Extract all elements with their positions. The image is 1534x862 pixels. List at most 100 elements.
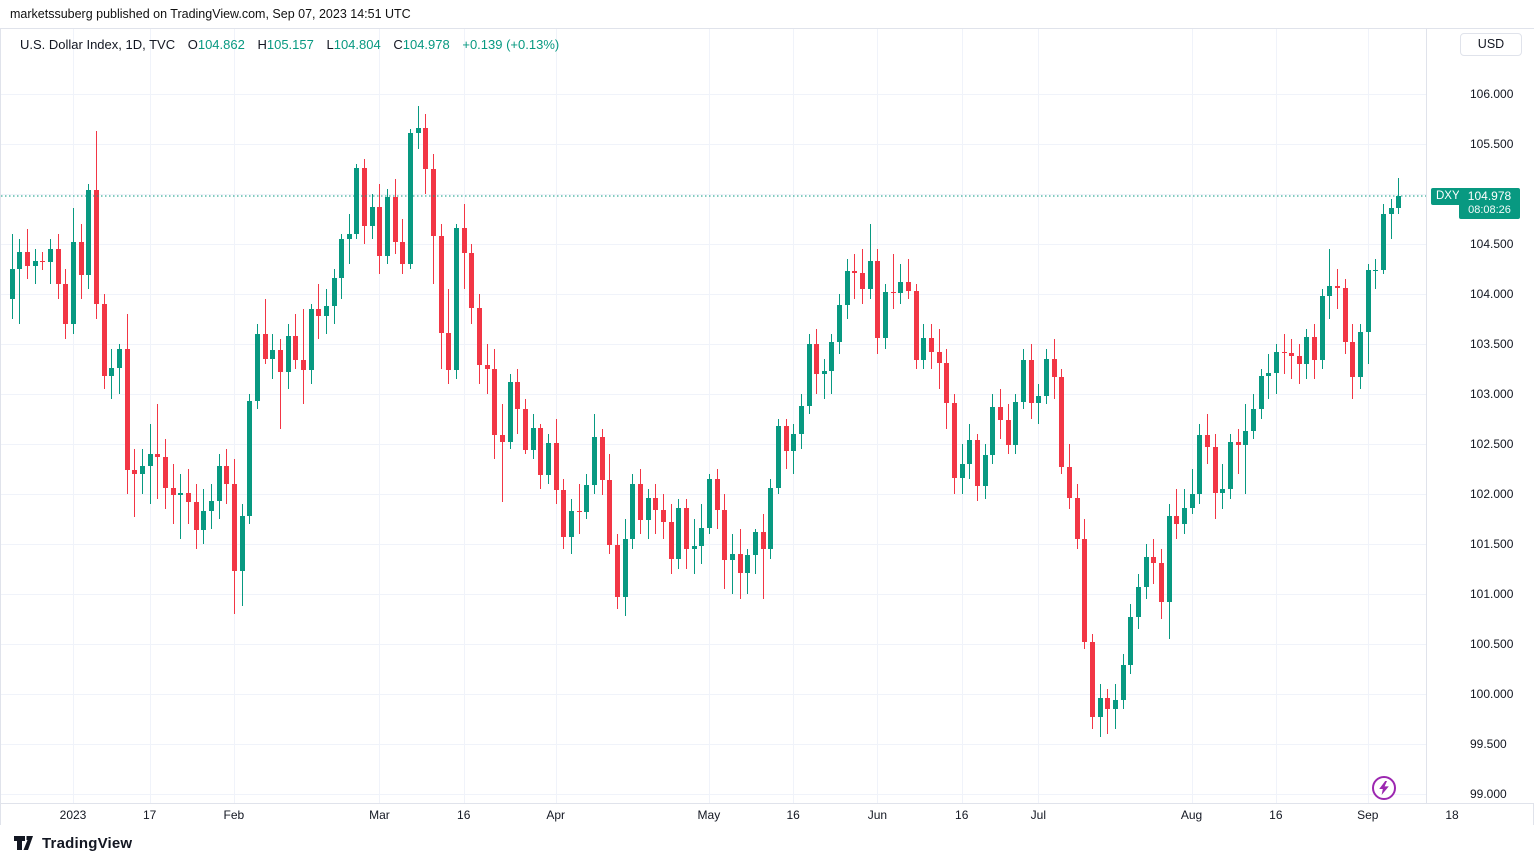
candle-body xyxy=(998,407,1003,420)
candle xyxy=(270,334,275,379)
candle xyxy=(584,474,589,519)
candle-body xyxy=(194,502,199,530)
candle xyxy=(408,129,413,269)
candle xyxy=(1098,684,1103,737)
candle-body xyxy=(1297,356,1302,364)
candle xyxy=(1389,199,1394,239)
symbol-legend[interactable]: U.S. Dollar Index, 1D, TVC O104.862 H105… xyxy=(20,37,559,52)
candle xyxy=(1082,519,1087,649)
price-axis-label: 106.000 xyxy=(1470,86,1514,101)
flash-icon-button[interactable] xyxy=(1372,776,1396,800)
candle xyxy=(454,224,459,379)
candle-body xyxy=(1121,665,1126,700)
candle-body xyxy=(201,511,206,530)
candle-body xyxy=(1282,352,1287,353)
last-price-box: 104.978 08:08:26 xyxy=(1459,187,1520,219)
candle-body xyxy=(722,510,727,560)
candle xyxy=(186,469,191,524)
candle xyxy=(1266,354,1271,399)
candle-body xyxy=(171,488,176,495)
candle xyxy=(163,439,168,509)
time-axis-label: Jul xyxy=(1030,808,1046,822)
price-axis-label: 99.000 xyxy=(1470,786,1507,801)
candle-body xyxy=(1167,516,1172,602)
candle-body xyxy=(132,470,137,474)
candle-body xyxy=(1182,508,1187,524)
candle xyxy=(791,424,796,474)
candle-body xyxy=(347,234,352,239)
candle xyxy=(1105,689,1110,734)
ticker-chip: DXY xyxy=(1431,188,1465,206)
time-axis-label: 2023 xyxy=(59,808,87,822)
candle-body xyxy=(209,501,214,511)
last-price-value: 104.978 xyxy=(1467,188,1512,203)
candle-body xyxy=(1236,442,1241,445)
candle-body xyxy=(17,252,22,269)
tradingview-brand-text[interactable]: TradingView xyxy=(42,835,133,852)
candle xyxy=(109,349,114,399)
candle-body xyxy=(63,284,68,324)
candle-body xyxy=(462,228,467,253)
tradingview-logo-icon[interactable] xyxy=(14,835,36,852)
candle xyxy=(224,449,229,504)
candle xyxy=(776,419,781,494)
candle-body xyxy=(1389,208,1394,214)
price-axis-label: 101.000 xyxy=(1470,586,1514,601)
candle xyxy=(623,519,628,616)
candle xyxy=(983,444,988,499)
candle-body xyxy=(891,292,896,293)
candle-body xyxy=(140,466,145,474)
candle xyxy=(707,474,712,534)
candle-body xyxy=(1251,409,1256,431)
candle-body xyxy=(286,336,291,372)
candle-body xyxy=(1174,516,1179,524)
candle-body xyxy=(646,498,651,520)
candle-body xyxy=(477,308,482,365)
candle-body xyxy=(607,480,612,545)
candle xyxy=(898,264,903,304)
candle-body xyxy=(109,368,114,376)
candle xyxy=(883,284,888,349)
candle xyxy=(132,449,137,517)
candlestick-chart[interactable] xyxy=(1,29,1426,803)
candle xyxy=(906,259,911,299)
candle-body xyxy=(370,207,375,226)
bar-countdown: 08:08:26 xyxy=(1468,203,1511,216)
candle-body xyxy=(1197,435,1202,494)
candle xyxy=(263,299,268,364)
candle-body xyxy=(807,344,812,406)
candle-body xyxy=(990,407,995,455)
candle xyxy=(1304,329,1309,379)
candle-body xyxy=(784,426,789,451)
change-value: +0.139 (+0.13%) xyxy=(462,37,560,52)
candle-body xyxy=(1396,196,1401,208)
candle-body xyxy=(217,466,222,501)
candle xyxy=(1282,334,1287,374)
candle xyxy=(1174,489,1179,539)
candle xyxy=(40,252,45,270)
candle-body xyxy=(339,239,344,278)
candle-body xyxy=(1136,587,1141,617)
candle-body xyxy=(983,455,988,486)
candle-body xyxy=(676,508,681,559)
candle-body xyxy=(753,532,758,555)
candle xyxy=(86,184,91,289)
price-axis[interactable]: 106.000105.500105.000104.500104.000103.5… xyxy=(1426,29,1534,803)
candle xyxy=(630,474,635,549)
candle-body xyxy=(1006,420,1011,445)
time-axis[interactable]: 2023 17 Feb Mar 16 Apr May 16 Jun 16 Jul Aug 16 Sep 18 xyxy=(1,803,1533,825)
candle xyxy=(155,404,160,499)
candle-body xyxy=(454,228,459,370)
candle xyxy=(684,499,689,569)
candle-body xyxy=(469,253,474,308)
candle xyxy=(309,304,314,384)
candle-body xyxy=(653,498,658,510)
currency-button[interactable]: USD xyxy=(1460,33,1522,56)
candle xyxy=(140,449,145,494)
candle xyxy=(960,444,965,494)
candle xyxy=(1373,259,1378,289)
candle-body xyxy=(730,554,735,560)
candle-body xyxy=(669,522,674,559)
candle xyxy=(1243,404,1248,494)
candle-body xyxy=(293,336,298,360)
